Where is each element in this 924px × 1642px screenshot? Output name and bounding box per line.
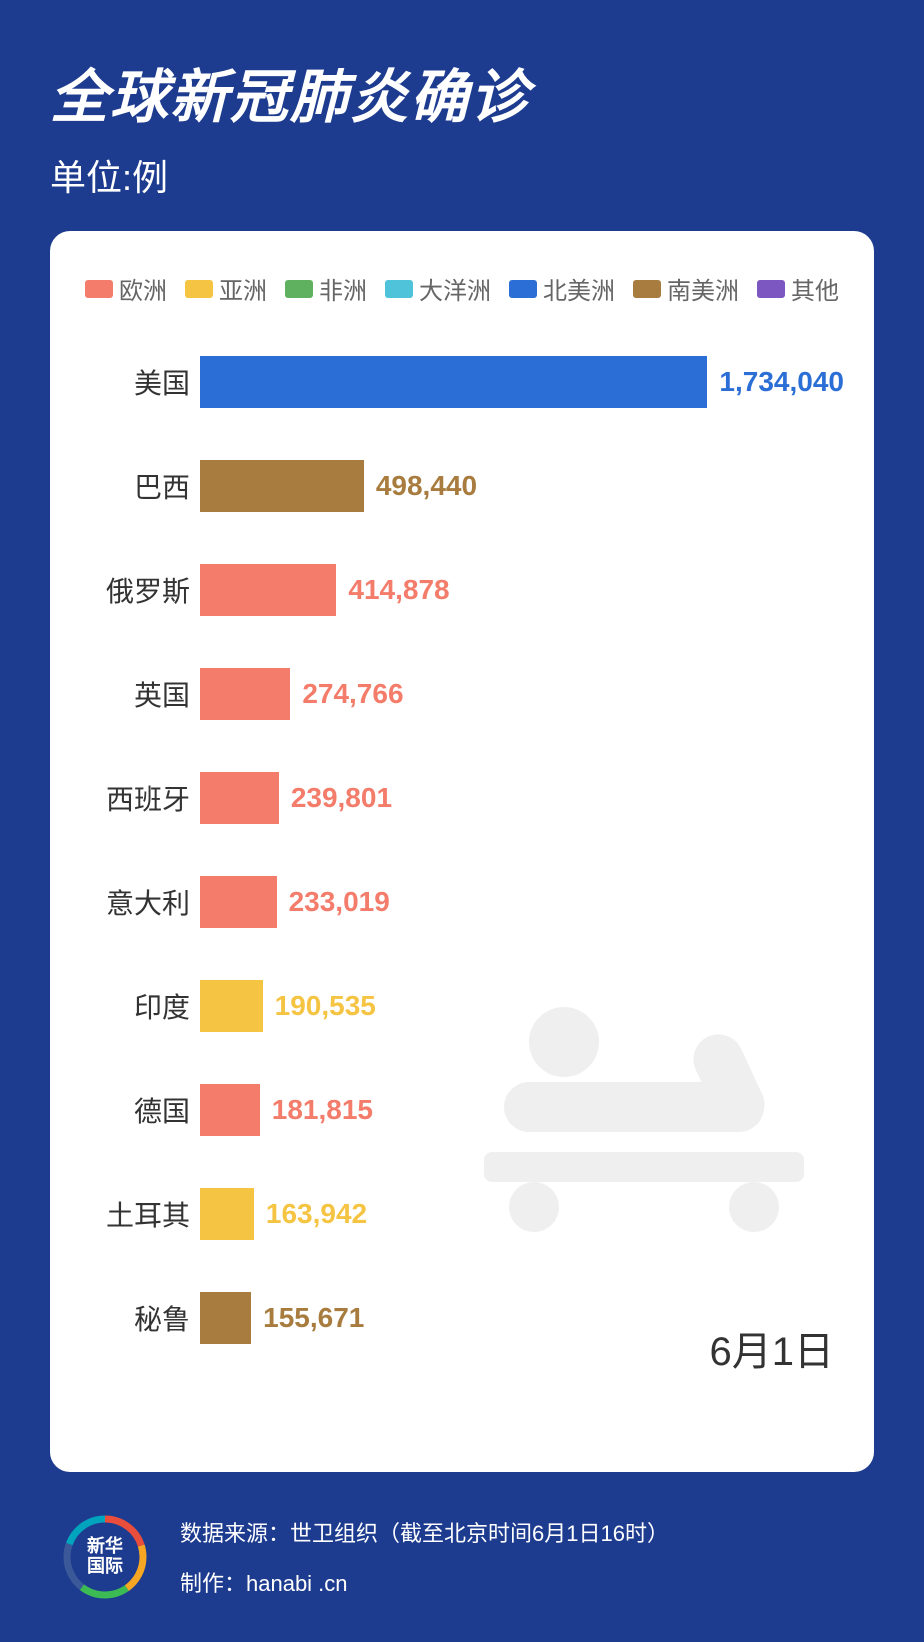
legend-swatch [285,280,313,298]
bar-value-label: 163,942 [266,1198,367,1230]
source-line: 数据来源：世卫组织（截至北京时间6月1日16时） [180,1516,669,1548]
credit-line: 制作：hanabi .cn [180,1566,669,1598]
xinhua-logo: 新华国际 [60,1512,150,1602]
legend-swatch [509,280,537,298]
bar-rect [200,356,707,408]
bar-rect [200,460,364,512]
logo-text: 新华国际 [87,1537,123,1577]
legend-item: 北美洲 [509,271,615,306]
bar-rect [200,980,263,1032]
bar-row: 意大利233,019 [200,876,844,928]
legend-swatch [385,280,413,298]
bar-value-label: 233,019 [289,886,390,918]
bar-row: 英国274,766 [200,668,844,720]
page-footer: 新华国际 数据来源：世卫组织（截至北京时间6月1日16时） 制作：hanabi … [50,1512,874,1602]
bar-country-label: 俄罗斯 [80,570,190,610]
bar-country-label: 巴西 [80,466,190,506]
legend-label: 大洋洲 [419,271,491,306]
legend-item: 亚洲 [185,271,267,306]
legend-label: 欧洲 [119,271,167,306]
bars-area: 美国1,734,040巴西498,440俄罗斯414,878英国274,766西… [80,356,844,1344]
bar-row: 土耳其163,942 [200,1188,844,1240]
bar-rect [200,668,290,720]
legend-swatch [185,280,213,298]
bar-rect [200,564,336,616]
bar-row: 巴西498,440 [200,460,844,512]
bar-country-label: 土耳其 [80,1194,190,1234]
date-label: 6月1日 [710,1319,835,1377]
bar-country-label: 意大利 [80,882,190,922]
bar-row: 美国1,734,040 [200,356,844,408]
legend-label: 其他 [791,271,839,306]
bar-value-label: 498,440 [376,470,477,502]
legend-swatch [757,280,785,298]
legend-swatch [633,280,661,298]
legend-swatch [85,280,113,298]
bar-rect [200,876,277,928]
chart-card: 欧洲亚洲非洲大洋洲北美洲南美洲其他 美国1,734,040巴西498,440俄罗… [50,231,874,1472]
legend-item: 其他 [757,271,839,306]
legend-item: 南美洲 [633,271,739,306]
chart-legend: 欧洲 亚洲 非洲 大洋洲 北美洲 南美洲 其他 [80,271,844,306]
bar-country-label: 印度 [80,986,190,1026]
bar-value-label: 1,734,040 [719,366,844,398]
bar-country-label: 西班牙 [80,778,190,818]
bar-row: 印度190,535 [200,980,844,1032]
legend-label: 北美洲 [543,271,615,306]
bar-rect [200,1292,251,1344]
page-title: 全球新冠肺炎确诊 [50,50,874,134]
legend-item: 欧洲 [85,271,167,306]
bar-country-label: 美国 [80,362,190,402]
bar-value-label: 414,878 [348,574,449,606]
legend-item: 非洲 [285,271,367,306]
bar-row: 俄罗斯414,878 [200,564,844,616]
bar-row: 德国181,815 [200,1084,844,1136]
page-subtitle: 单位:例 [50,149,874,201]
bar-value-label: 239,801 [291,782,392,814]
bar-country-label: 秘鲁 [80,1298,190,1338]
legend-label: 非洲 [319,271,367,306]
bar-value-label: 274,766 [302,678,403,710]
bar-row: 西班牙239,801 [200,772,844,824]
legend-label: 亚洲 [219,271,267,306]
bar-value-label: 155,671 [263,1302,364,1334]
bar-value-label: 181,815 [272,1094,373,1126]
bar-country-label: 德国 [80,1090,190,1130]
bar-country-label: 英国 [80,674,190,714]
footer-text: 数据来源：世卫组织（截至北京时间6月1日16时） 制作：hanabi .cn [180,1516,669,1598]
legend-item: 大洋洲 [385,271,491,306]
bar-rect [200,772,279,824]
legend-label: 南美洲 [667,271,739,306]
bar-rect [200,1084,260,1136]
bar-value-label: 190,535 [275,990,376,1022]
page-root: 全球新冠肺炎确诊 单位:例 欧洲亚洲非洲大洋洲北美洲南美洲其他 美国1,734,… [0,0,924,1642]
bar-rect [200,1188,254,1240]
